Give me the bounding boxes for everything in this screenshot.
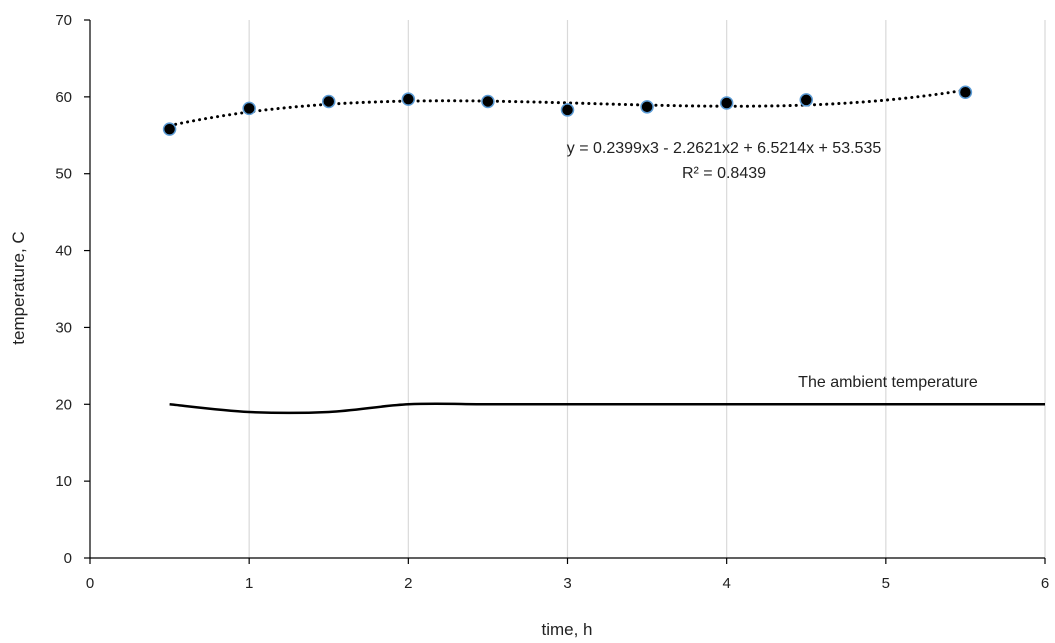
x-tick-label-3: 3 xyxy=(563,575,571,592)
y-axis-title: temperature, C xyxy=(9,231,28,344)
y-tick-label-10: 10 xyxy=(55,473,72,490)
y-tick-label-70: 70 xyxy=(55,12,72,29)
data-point-9 xyxy=(799,93,813,107)
data-point-3 xyxy=(322,94,336,109)
y-tick-label-20: 20 xyxy=(55,396,72,413)
x-tick-label-5: 5 xyxy=(882,575,890,592)
x-tick-label-2: 2 xyxy=(404,575,412,592)
y-tick-label-50: 50 xyxy=(55,166,72,183)
ambient-temperature-label: The ambient temperature xyxy=(798,374,978,391)
y-tick-label-60: 60 xyxy=(55,89,72,106)
x-tick-label-6: 6 xyxy=(1041,575,1049,592)
trendline-r-squared: R² = 0.8439 xyxy=(682,165,766,182)
axes xyxy=(84,19,1046,564)
polynomial-trendline xyxy=(168,88,967,128)
x-tick-label-4: 4 xyxy=(722,575,730,592)
x-axis-title: time, h xyxy=(541,620,592,639)
data-point-8 xyxy=(719,96,734,110)
data-point-10 xyxy=(958,85,973,99)
data-point-7 xyxy=(640,100,654,114)
data-point-2 xyxy=(242,101,256,116)
data-point-6 xyxy=(560,103,575,117)
data-point-1 xyxy=(162,122,177,136)
data-point-5 xyxy=(481,94,495,109)
y-tick-label-40: 40 xyxy=(55,243,72,260)
data-markers xyxy=(162,85,973,136)
series xyxy=(168,88,1045,415)
tick-labels: 0 10 20 30 40 50 60 70 0 1 2 3 4 5 6 xyxy=(55,12,1049,592)
data-point-4 xyxy=(401,92,416,106)
y-tick-label-30: 30 xyxy=(55,319,72,336)
x-tick-label-1: 1 xyxy=(245,575,253,592)
trendline-equation: y = 0.2399x3 - 2.2621x2 + 6.5214x + 53.5… xyxy=(567,140,882,157)
x-tick-label-0: 0 xyxy=(86,575,94,592)
ambient-temperature-line xyxy=(169,402,1045,415)
y-tick-label-0: 0 xyxy=(64,550,72,567)
